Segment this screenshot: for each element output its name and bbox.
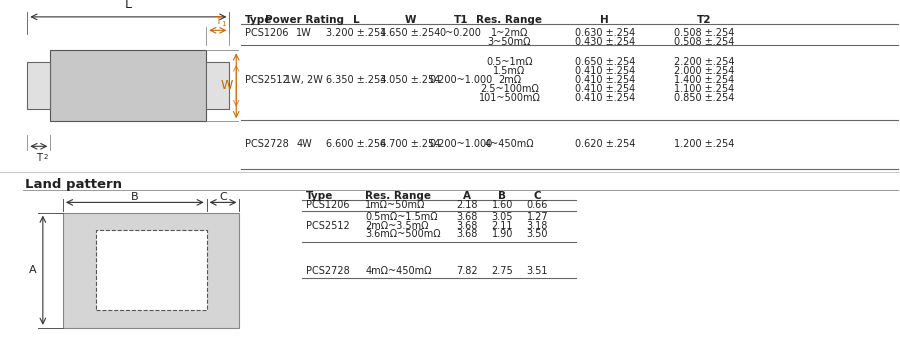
- Text: 3.68: 3.68: [456, 229, 478, 239]
- Text: L: L: [353, 15, 360, 25]
- Text: T2: T2: [697, 15, 711, 25]
- Text: H: H: [600, 15, 609, 25]
- Text: 3.68: 3.68: [456, 221, 478, 231]
- Text: 101~500mΩ: 101~500mΩ: [479, 93, 540, 103]
- Text: 3.68: 3.68: [456, 212, 478, 222]
- Text: T: T: [215, 16, 220, 26]
- Text: 1.90: 1.90: [491, 229, 513, 239]
- Text: Res. Range: Res. Range: [365, 191, 431, 201]
- Text: 4~450mΩ: 4~450mΩ: [484, 139, 535, 149]
- Text: 6.600 ±.254: 6.600 ±.254: [327, 139, 386, 149]
- Text: PCS2512: PCS2512: [245, 75, 289, 85]
- Text: 1.400 ±.254: 1.400 ±.254: [674, 75, 734, 85]
- Text: PCS2728: PCS2728: [245, 139, 289, 149]
- Text: C: C: [534, 191, 541, 201]
- Text: 0.508 ±.254: 0.508 ±.254: [673, 37, 734, 47]
- Text: 3.18: 3.18: [526, 221, 548, 231]
- Bar: [50, 50, 206, 121]
- Text: 0.630 ±.254: 0.630 ±.254: [575, 27, 634, 38]
- Text: 2.18: 2.18: [456, 200, 478, 210]
- Text: 3.050 ±.254: 3.050 ±.254: [380, 75, 441, 85]
- Text: 2: 2: [43, 154, 48, 160]
- Text: 3.6mΩ~500mΩ: 3.6mΩ~500mΩ: [365, 229, 441, 239]
- Text: 3.05: 3.05: [491, 212, 513, 222]
- Text: 0.5mΩ~1.5mΩ: 0.5mΩ~1.5mΩ: [365, 212, 438, 222]
- Text: C: C: [219, 192, 227, 202]
- Text: 3.51: 3.51: [526, 266, 548, 276]
- Text: Type: Type: [245, 15, 272, 25]
- Text: 1W, 2W: 1W, 2W: [285, 75, 323, 85]
- Text: 2.000 ±.254: 2.000 ±.254: [673, 66, 734, 76]
- Text: 1.60: 1.60: [491, 200, 513, 210]
- Text: 2mΩ~3.5mΩ: 2mΩ~3.5mΩ: [365, 221, 429, 231]
- Text: T1: T1: [454, 15, 468, 25]
- Bar: [63, 213, 239, 328]
- Text: 2.200 ±.254: 2.200 ±.254: [673, 57, 734, 68]
- Text: 0.410 ±.254: 0.410 ±.254: [575, 66, 634, 76]
- Text: 0~0.200: 0~0.200: [440, 27, 482, 38]
- Text: 3.200 ±.254: 3.200 ±.254: [326, 27, 387, 38]
- Text: PCS1206: PCS1206: [245, 27, 288, 38]
- Text: 6.700 ±.254: 6.700 ±.254: [380, 139, 441, 149]
- Text: Land pattern: Land pattern: [25, 178, 122, 191]
- Text: 1.5mΩ: 1.5mΩ: [493, 66, 526, 76]
- Text: PCS2512: PCS2512: [306, 221, 350, 231]
- Text: 0.850 ±.254: 0.850 ±.254: [673, 93, 734, 103]
- Text: A: A: [29, 265, 37, 275]
- Text: 0.620 ±.254: 0.620 ±.254: [574, 139, 635, 149]
- Text: PCS2728: PCS2728: [306, 266, 350, 276]
- Text: 7.82: 7.82: [456, 266, 478, 276]
- Text: A: A: [464, 191, 471, 201]
- Text: Power Rating: Power Rating: [265, 15, 344, 25]
- Text: 0.5~1mΩ: 0.5~1mΩ: [486, 57, 533, 68]
- Text: T: T: [36, 153, 41, 163]
- Text: 2.75: 2.75: [491, 266, 513, 276]
- Text: 2.5~100mΩ: 2.5~100mΩ: [480, 84, 539, 94]
- Bar: [27, 62, 50, 109]
- Text: 1.650 ±.254: 1.650 ±.254: [380, 27, 441, 38]
- Text: L: L: [125, 0, 131, 11]
- Text: 2.11: 2.11: [491, 221, 513, 231]
- Text: 0.410 ±.254: 0.410 ±.254: [575, 84, 634, 94]
- Text: 1.100 ±.254: 1.100 ±.254: [674, 84, 734, 94]
- Text: 1mΩ~50mΩ: 1mΩ~50mΩ: [365, 200, 426, 210]
- Text: 1: 1: [221, 21, 226, 27]
- Text: 0.508 ±.254: 0.508 ±.254: [673, 27, 734, 38]
- Text: Type: Type: [306, 191, 333, 201]
- Text: 0.410 ±.254: 0.410 ±.254: [575, 93, 634, 103]
- Text: 0.200~1.000: 0.200~1.000: [429, 139, 492, 149]
- Text: 3~50mΩ: 3~50mΩ: [488, 37, 531, 47]
- Text: W: W: [220, 79, 233, 92]
- Text: 1.27: 1.27: [526, 212, 548, 222]
- Text: B: B: [499, 191, 506, 201]
- Text: 1W: 1W: [296, 27, 312, 38]
- Text: PCS1206: PCS1206: [306, 200, 349, 210]
- Text: 0.410 ±.254: 0.410 ±.254: [575, 75, 634, 85]
- Text: W: W: [405, 15, 416, 25]
- Text: 4mΩ~450mΩ: 4mΩ~450mΩ: [365, 266, 432, 276]
- Text: 3.50: 3.50: [526, 229, 548, 239]
- Text: 0.650 ±.254: 0.650 ±.254: [574, 57, 635, 68]
- Bar: [95, 230, 207, 310]
- Text: 0.430 ±.254: 0.430 ±.254: [575, 37, 634, 47]
- Bar: [206, 62, 230, 109]
- Text: 0.200~1.000: 0.200~1.000: [429, 75, 492, 85]
- Text: 1.200 ±.254: 1.200 ±.254: [673, 139, 734, 149]
- Text: 2mΩ: 2mΩ: [498, 75, 521, 85]
- Text: 1~2mΩ: 1~2mΩ: [491, 27, 528, 38]
- Text: 0.66: 0.66: [526, 200, 548, 210]
- Text: B: B: [131, 192, 139, 202]
- Text: 4W: 4W: [296, 139, 312, 149]
- Text: Res. Range: Res. Range: [476, 15, 543, 25]
- Text: 6.350 ±.254: 6.350 ±.254: [326, 75, 387, 85]
